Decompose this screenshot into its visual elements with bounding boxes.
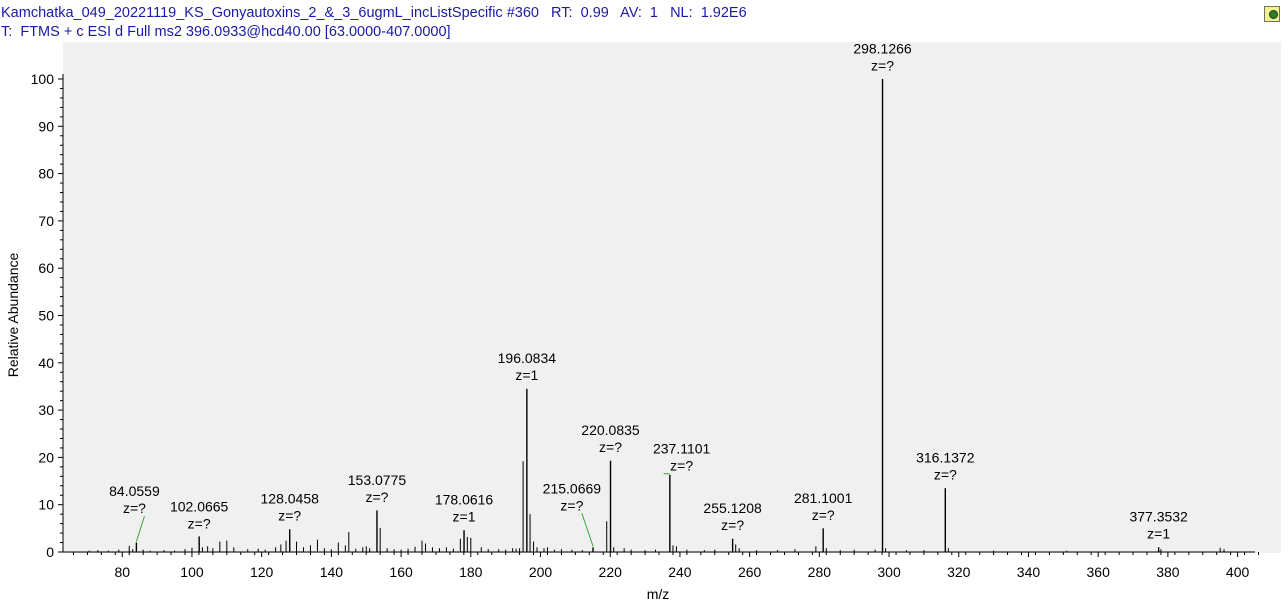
peak-charge-label: z=? xyxy=(278,508,301,524)
y-tick-label: 60 xyxy=(38,260,54,276)
x-tick-label: 180 xyxy=(459,564,483,580)
peak-charge-label: z=? xyxy=(934,467,957,483)
y-tick-label: 90 xyxy=(38,118,54,134)
y-tick-label: 100 xyxy=(31,71,55,87)
scan-header-line1: Kamchatka_049_20221119_KS_Gonyautoxins_2… xyxy=(1,5,747,21)
x-tick-label: 80 xyxy=(114,564,130,580)
x-tick-label: 120 xyxy=(250,564,274,580)
scan-header-line2: T: FTMS + c ESI d Full ms2 396.0933@hcd4… xyxy=(1,24,451,40)
peak-mz-label: 316.1372 xyxy=(916,450,975,466)
peak-charge-label: z=? xyxy=(812,507,835,523)
peak-mz-label: 153.0775 xyxy=(348,472,407,488)
peaks xyxy=(88,79,1225,552)
x-tick-label: 380 xyxy=(1156,564,1180,580)
x-tick-label: 400 xyxy=(1226,564,1250,580)
peak-charge-label: z=? xyxy=(188,515,211,531)
peak-charge-label: z=? xyxy=(721,517,744,533)
y-tick-label: 80 xyxy=(38,166,54,182)
x-tick-label: 340 xyxy=(1017,564,1041,580)
y-tick-label: 40 xyxy=(38,355,54,371)
peak-charge-label: z=1 xyxy=(1147,526,1170,542)
peak-mz-label: 215.0669 xyxy=(543,480,602,496)
plot-area xyxy=(63,42,1281,553)
peak-mz-label: 220.0835 xyxy=(581,422,640,438)
peak-mz-label: 255.1208 xyxy=(703,500,762,516)
peak-mz-label: 196.0834 xyxy=(498,350,557,366)
y-tick-label: 0 xyxy=(46,544,54,560)
peak-charge-label: z=? xyxy=(560,497,583,513)
y-tick-label: 10 xyxy=(38,497,54,513)
y-tick-label: 30 xyxy=(38,402,54,418)
x-tick-label: 320 xyxy=(947,564,971,580)
peak-mz-label: 298.1266 xyxy=(853,40,912,56)
y-axis-label: Relative Abundance xyxy=(5,253,21,378)
peak-charge-label: z=? xyxy=(871,57,894,73)
peak-charge-label: z=? xyxy=(670,458,693,474)
y-tick-label: 70 xyxy=(38,213,54,229)
y-tick-label: 20 xyxy=(38,449,54,465)
axes: 0 10 20 30 40 50 60 70 80 90 100 80 100 120 140 160 180 2… xyxy=(31,71,1260,580)
peak-charge-label: z=? xyxy=(599,439,622,455)
peak-charge-label: z=1 xyxy=(515,367,538,383)
peak-charge-label: z=? xyxy=(123,500,146,516)
peak-mz-label: 84.0559 xyxy=(109,483,160,499)
x-tick-label: 280 xyxy=(808,564,832,580)
x-tick-label: 200 xyxy=(529,564,553,580)
callout-line xyxy=(135,516,145,542)
peak-mz-label: 178.0616 xyxy=(435,492,494,508)
x-tick-label: 300 xyxy=(877,564,901,580)
y-tick-label: 50 xyxy=(38,308,54,324)
x-tick-label: 140 xyxy=(320,564,344,580)
x-axis-label: m/z xyxy=(647,586,670,602)
x-tick-label: 360 xyxy=(1087,564,1111,580)
peak-mz-label: 128.0458 xyxy=(261,491,320,507)
peak-mz-label: 102.0665 xyxy=(170,498,229,514)
peak-mz-label: 237.1101 xyxy=(653,441,711,457)
x-tick-label: 260 xyxy=(738,564,762,580)
pin-icon[interactable] xyxy=(1264,6,1280,22)
x-tick-label: 240 xyxy=(668,564,692,580)
callout-line xyxy=(581,513,594,547)
peak-charge-label: z=1 xyxy=(453,509,476,525)
peak-charge-label: z=? xyxy=(365,489,388,505)
x-tick-label: 100 xyxy=(180,564,204,580)
peak-mz-label: 377.3532 xyxy=(1129,509,1188,525)
x-tick-label: 220 xyxy=(599,564,623,580)
x-tick-label: 160 xyxy=(389,564,413,580)
peak-mz-label: 281.1001 xyxy=(794,490,853,506)
